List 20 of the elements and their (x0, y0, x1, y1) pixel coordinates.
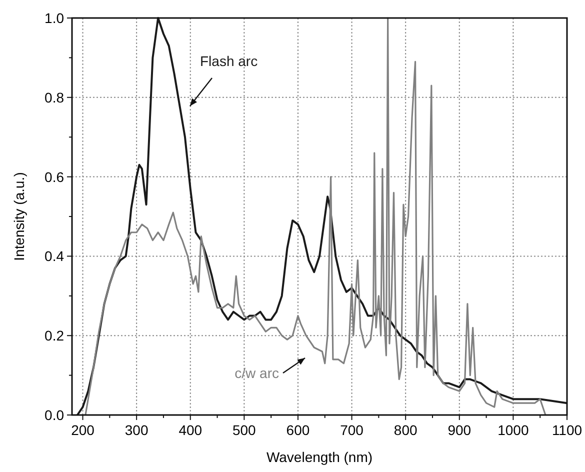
x-tick-label: 800 (394, 422, 418, 438)
y-tick-label: 1.0 (44, 10, 64, 26)
x-tick-label: 400 (178, 422, 202, 438)
x-tick-label: 900 (448, 422, 472, 438)
y-tick-label: 0.8 (44, 89, 64, 106)
annotation: c/w arc (234, 365, 279, 381)
x-tick-label: 600 (286, 422, 310, 438)
x-tick-label: 500 (232, 422, 256, 438)
x-tick-label: 200 (71, 422, 95, 438)
annotation: Flash arc (200, 53, 258, 69)
x-tick-label: 700 (340, 422, 364, 438)
x-tick-label: 1000 (498, 422, 529, 438)
y-tick-label: 0.6 (44, 168, 64, 185)
y-tick-label: 0.2 (44, 328, 64, 344)
y-axis-title: Intensity (a.u.) (11, 172, 27, 261)
x-tick-label: 300 (124, 422, 148, 438)
y-tick-label: 0.0 (44, 407, 64, 423)
x-tick-label: 1100 (552, 422, 582, 438)
y-tick-label: 0.4 (44, 248, 64, 264)
x-axis-title: Wavelength (nm) (266, 449, 373, 465)
